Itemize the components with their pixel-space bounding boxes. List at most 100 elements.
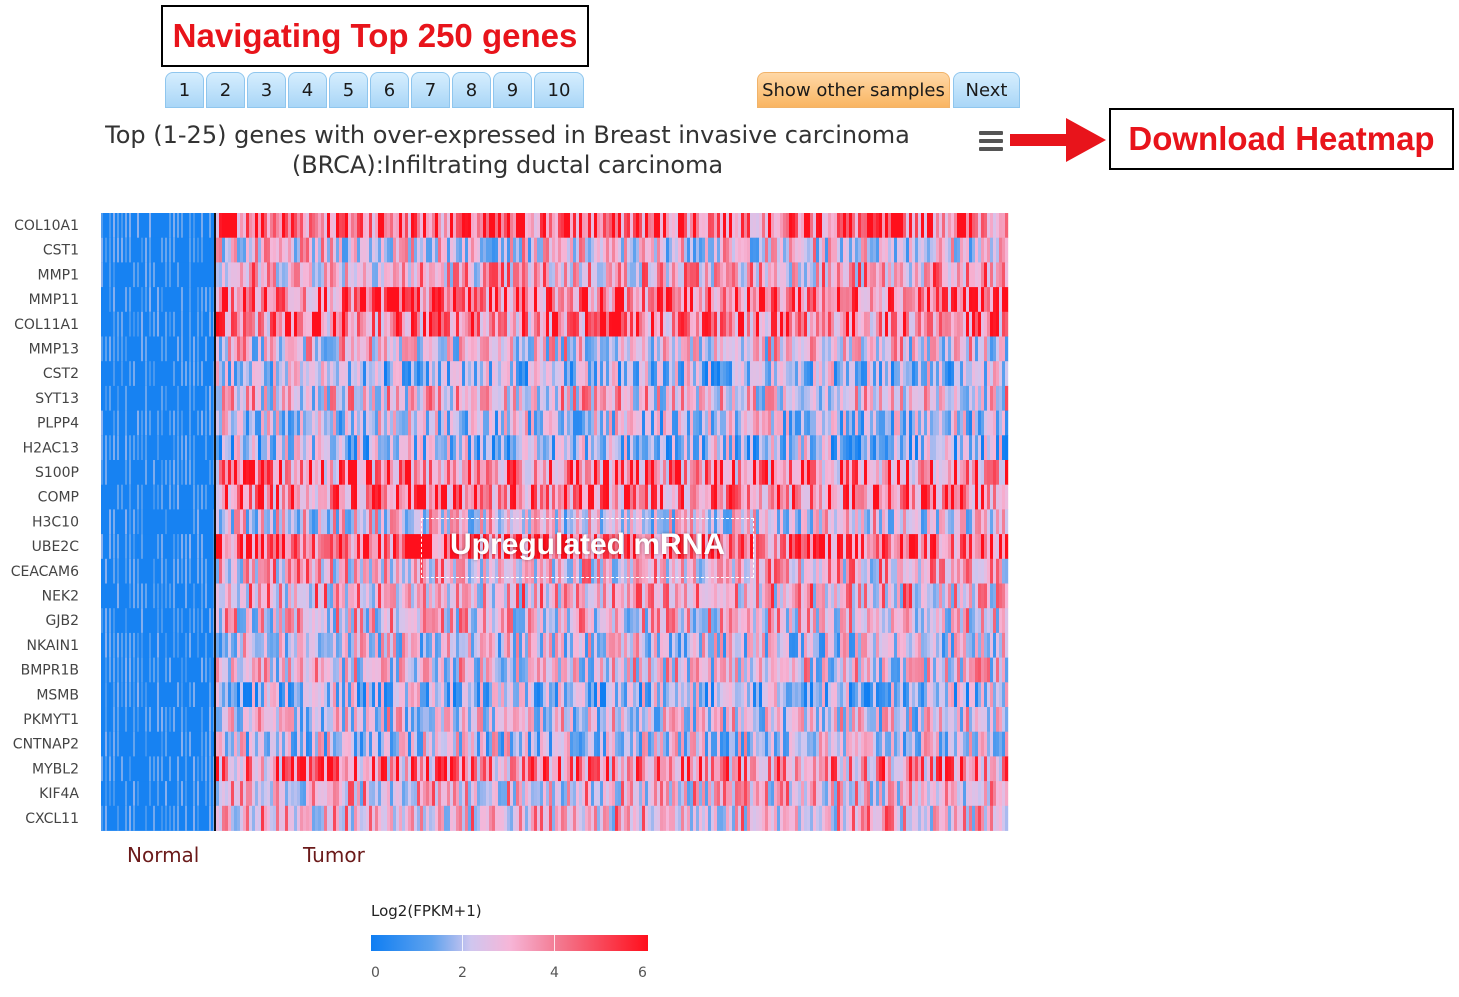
heatmap-cell (681, 262, 685, 288)
heatmap-cell (768, 262, 772, 288)
heatmap-cell (816, 213, 820, 239)
heatmap-cell (822, 237, 826, 263)
heatmap-cell (600, 336, 604, 362)
heatmap-cell (975, 361, 979, 387)
heatmap-cell (723, 287, 727, 313)
heatmap-cell (453, 287, 457, 313)
heatmap-cell (309, 311, 313, 337)
heatmap-cell (285, 237, 289, 263)
heatmap-cell (546, 385, 550, 411)
heatmap-cell (921, 608, 925, 634)
heatmap-cell (996, 509, 1000, 535)
page-button-8[interactable]: 8 (452, 72, 491, 108)
heatmap-cell (258, 262, 262, 288)
heatmap-cell (738, 385, 742, 411)
next-button[interactable]: Next (953, 72, 1020, 108)
heatmap-cell (249, 509, 253, 535)
heatmap-cell (606, 460, 610, 486)
heatmap-cell (216, 262, 220, 288)
heatmap-cell (209, 385, 211, 411)
heatmap-cell (447, 435, 451, 461)
heatmap-cell (375, 336, 379, 362)
heatmap-cell (939, 262, 943, 288)
hamburger-menu-icon[interactable] (979, 131, 1005, 153)
heatmap-cell (672, 460, 676, 486)
heatmap-cell (651, 435, 655, 461)
heatmap-cell (930, 336, 934, 362)
page-button-2[interactable]: 2 (206, 72, 245, 108)
heatmap-cell (924, 509, 928, 535)
heatmap-cell (477, 484, 481, 510)
heatmap-cell (137, 435, 139, 461)
heatmap-cell (534, 311, 538, 337)
heatmap-cell (690, 287, 694, 313)
heatmap-cell (789, 534, 793, 560)
heatmap-cell (225, 608, 229, 634)
heatmap-cell (801, 213, 805, 239)
heatmap-cell (615, 558, 619, 584)
heatmap-cell (113, 237, 115, 263)
heatmap-cell (375, 558, 379, 584)
page-button-7[interactable]: 7 (411, 72, 450, 108)
page-button-5[interactable]: 5 (329, 72, 368, 108)
heatmap-cell (945, 287, 949, 313)
heatmap-cell (981, 583, 985, 609)
heatmap-cell (381, 361, 385, 387)
heatmap-cell (435, 237, 439, 263)
heatmap-cell (193, 583, 195, 609)
heatmap-cell (555, 608, 559, 634)
heatmap-cell (825, 287, 829, 313)
heatmap-cell (342, 632, 346, 658)
page-button-3[interactable]: 3 (247, 72, 286, 108)
show-other-samples-button[interactable]: Show other samples (757, 72, 950, 108)
heatmap-cell (303, 460, 307, 486)
heatmap-cell (519, 632, 523, 658)
heatmap-cell (540, 632, 544, 658)
page-button-4[interactable]: 4 (288, 72, 327, 108)
heatmap-cell (432, 311, 436, 337)
heatmap-cell (636, 385, 640, 411)
heatmap-cell (909, 361, 913, 387)
normal-row-background (101, 336, 215, 362)
heatmap-cell (651, 237, 655, 263)
page-button-6[interactable]: 6 (370, 72, 409, 108)
heatmap-cell (921, 460, 925, 486)
heatmap-cell (468, 237, 472, 263)
heatmap-cell (504, 558, 508, 584)
heatmap-cell (573, 509, 577, 535)
heatmap-cell (453, 608, 457, 634)
heatmap-cell (969, 385, 973, 411)
heatmap-cell (624, 608, 628, 634)
heatmap-cell (423, 632, 427, 658)
heatmap-cell (810, 336, 814, 362)
heatmap-cell (915, 484, 919, 510)
heatmap-cell (193, 608, 195, 634)
heatmap-cell (399, 534, 403, 560)
heatmap-cell (101, 410, 103, 436)
heatmap-cell (999, 435, 1003, 461)
heatmap-cell (672, 361, 676, 387)
heatmap-cell (879, 460, 883, 486)
gene-label: CXCL11 (25, 811, 79, 827)
heatmap-cell (717, 385, 721, 411)
heatmap-cell (708, 509, 712, 535)
heatmap-cell (282, 608, 286, 634)
heatmap-cell (957, 311, 961, 337)
heatmap-cell (339, 336, 343, 362)
heatmap-cell (411, 336, 415, 362)
heatmap-cell (113, 435, 115, 461)
heatmap-cell (666, 237, 670, 263)
heatmap-cell (996, 435, 1000, 461)
heatmap-cell (486, 311, 490, 337)
page-button-1[interactable]: 1 (165, 72, 204, 108)
heatmap-cell (252, 509, 256, 535)
page-button-10[interactable]: 10 (534, 72, 584, 108)
page-button-9[interactable]: 9 (493, 72, 532, 108)
heatmap-cell (381, 435, 385, 461)
heatmap-cell (993, 583, 997, 609)
heatmap-cell (636, 336, 640, 362)
heatmap-cell (753, 509, 757, 535)
heatmap-cell (969, 287, 973, 313)
heatmap-cell (495, 608, 499, 634)
heatmap-cell (109, 336, 111, 362)
